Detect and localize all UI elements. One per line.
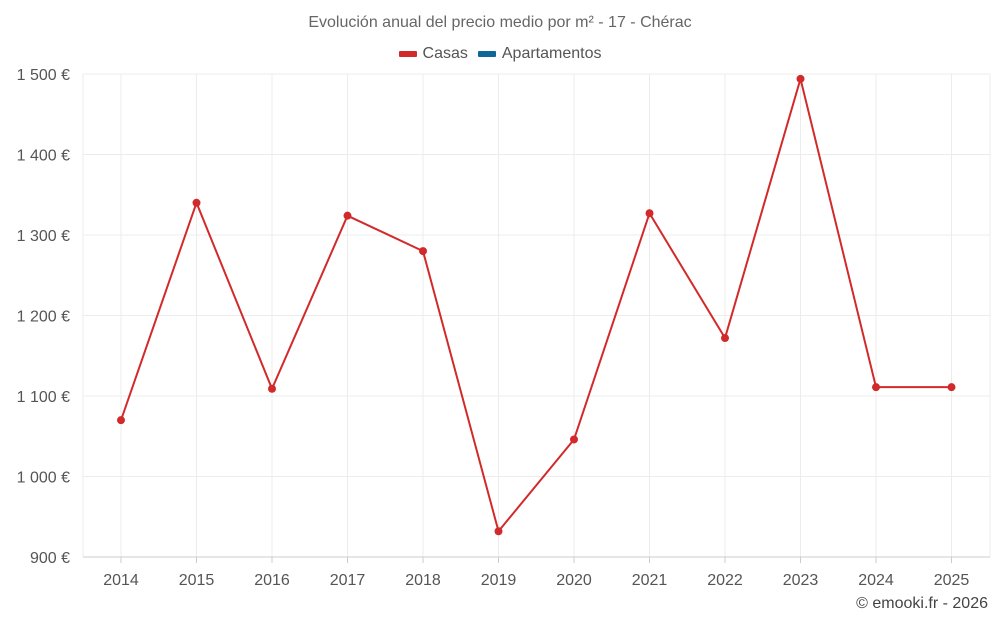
- y-tick-label: 1 100 €: [17, 389, 70, 406]
- data-point-casas: [343, 211, 352, 220]
- x-tick-label: 2017: [330, 572, 366, 589]
- legend-label-casas: Casas: [422, 45, 468, 62]
- legend-swatch-casas: [398, 51, 417, 57]
- x-tick-label: 2019: [481, 572, 517, 589]
- grid-lines: [82, 73, 991, 558]
- data-point-casas: [872, 383, 880, 392]
- x-tick-label: 2018: [405, 572, 441, 589]
- legend-label-apartamentos: Apartamentos: [501, 45, 602, 62]
- x-tick-label: 2016: [254, 572, 290, 589]
- y-tick-label: 1 400 €: [17, 148, 70, 165]
- data-point-casas: [721, 334, 729, 343]
- data-point-casas: [192, 198, 201, 207]
- series-casas: [117, 74, 956, 536]
- data-point-casas: [494, 527, 503, 536]
- legend-swatch-apartamentos: [477, 51, 496, 57]
- x-tick-label: 2014: [103, 572, 139, 589]
- data-point-casas: [268, 384, 276, 393]
- x-tick-label: 2024: [858, 572, 894, 589]
- y-tick-label: 1 300 €: [17, 228, 70, 245]
- x-tick-label: 2025: [934, 572, 970, 589]
- y-tick-label: 1 200 €: [17, 309, 70, 326]
- y-tick-label: 1 500 €: [17, 67, 70, 84]
- y-tick-label: 900 €: [30, 550, 70, 567]
- y-tick-label: 1 000 €: [17, 470, 70, 487]
- x-tick-label: 2023: [783, 572, 819, 589]
- series-line-casas: [120, 77, 952, 533]
- chart-title: Evolución anual del precio medio por m² …: [308, 14, 692, 31]
- x-tick-label: 2022: [707, 572, 743, 589]
- x-axis: 2014 2015 2016 2017 2018 2019 2020 2021 2022 2023…: [83, 556, 990, 589]
- x-tick-label: 2015: [179, 572, 215, 589]
- legend-item-apartamentos[interactable]: Apartamentos: [477, 45, 602, 63]
- legend: Casas Apartamentos: [0, 45, 1000, 63]
- x-tick-label: 2020: [556, 572, 592, 589]
- x-tick-label: 2021: [632, 572, 668, 589]
- data-point-casas: [570, 435, 578, 444]
- data-point-casas: [419, 247, 427, 256]
- data-point-casas: [796, 74, 805, 83]
- y-axis: 900 € 1 000 € 1 100 € 1 200 € 1 300 € 1 400 €…: [17, 67, 70, 567]
- credit-text: © emooki.fr - 2026: [856, 595, 988, 612]
- data-point-casas: [117, 416, 125, 425]
- data-point-casas: [947, 383, 956, 392]
- legend-item-casas[interactable]: Casas: [398, 45, 468, 63]
- data-point-casas: [645, 209, 654, 218]
